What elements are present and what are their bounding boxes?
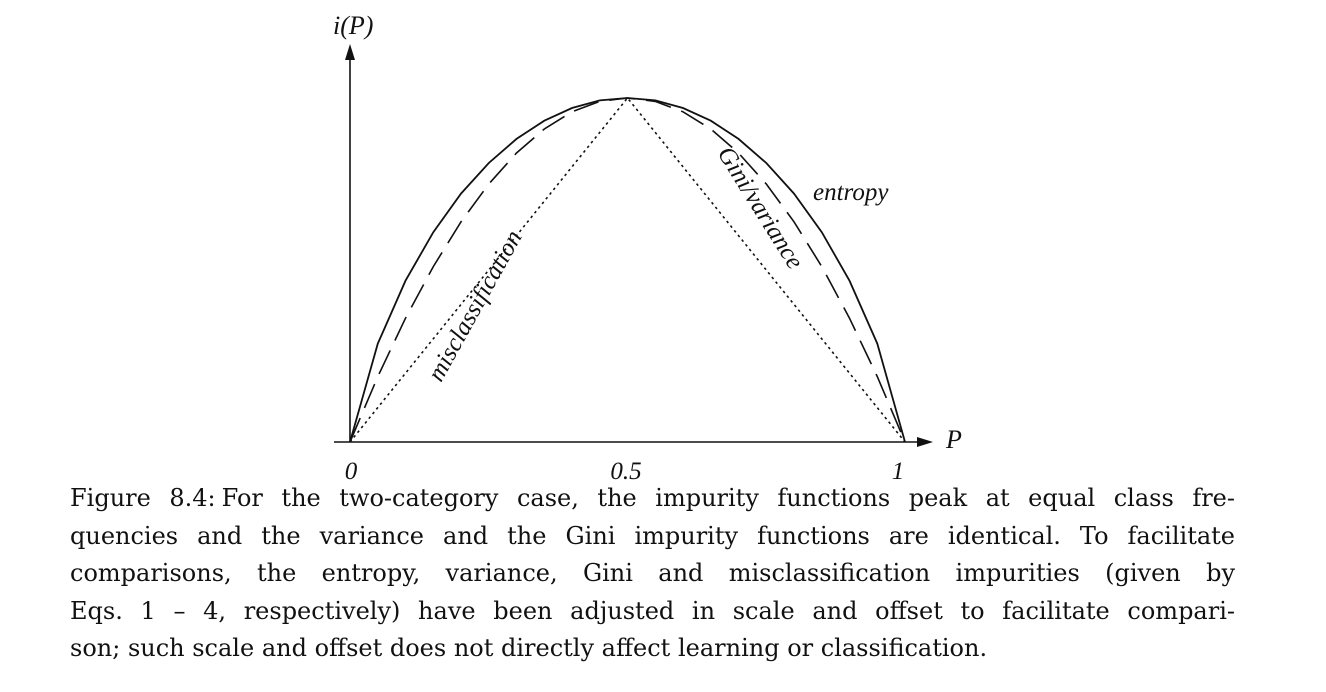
- tick-label-0: 0: [345, 458, 358, 480]
- x-axis-arrow: [917, 437, 933, 447]
- caption-line: Eqs. 1 – 4, respectively) have been adju…: [70, 596, 1235, 625]
- y-axis-label: i(P): [333, 11, 373, 40]
- entropy-label: entropy: [813, 179, 889, 206]
- caption-line: quencies and the variance and the Gini i…: [70, 521, 1235, 550]
- misclassification-curve: [349, 96, 906, 443]
- caption-label: Figure 8.4:: [70, 484, 216, 512]
- x-axis-label: P: [945, 425, 962, 454]
- misclassification-label: misclassification: [423, 226, 528, 386]
- gini-variance-label: Gini/variance: [712, 142, 808, 274]
- impurity-figure: i(P) P 0 0.5 1 entropy Gini/variance mis…: [333, 11, 962, 480]
- figure-caption: Figure 8.4: For the two-category case, th…: [70, 480, 1235, 668]
- entropy-curve: [349, 97, 906, 443]
- caption-line-text: For the two-category case, the impurity …: [221, 484, 1235, 512]
- tick-label-1: 1: [892, 458, 905, 480]
- caption-line: Figure 8.4: For the two-category case, th…: [70, 480, 1235, 518]
- y-axis-arrow: [345, 44, 355, 60]
- caption-line: comparisons, the entropy, variance, Gini…: [70, 559, 1235, 587]
- gini-variance-curve: [349, 97, 906, 443]
- caption-line: son; such scale and offset does not dire…: [70, 634, 988, 662]
- tick-label-0-5: 0.5: [610, 458, 641, 480]
